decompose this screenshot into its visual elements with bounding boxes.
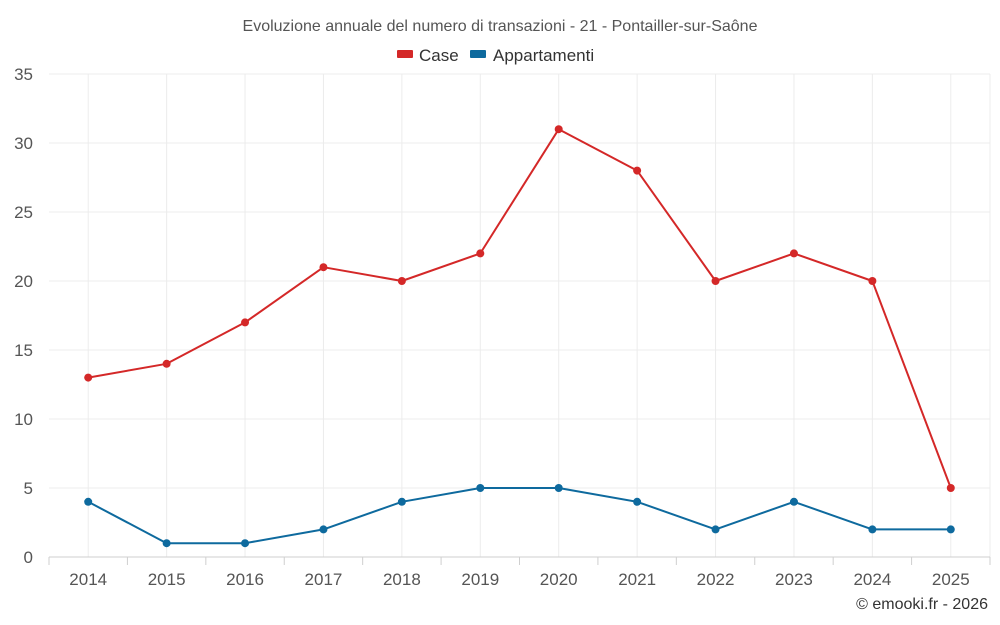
data-point-case[interactable] <box>397 277 406 285</box>
data-point-case[interactable] <box>162 359 171 368</box>
y-tick-label: 25 <box>14 203 33 222</box>
series-line-appartamenti <box>87 487 951 545</box>
data-point-case[interactable] <box>319 263 328 272</box>
data-point-case[interactable] <box>633 166 642 175</box>
legend-label-appartamenti: Appartamenti <box>493 46 594 65</box>
x-tick-label: 2021 <box>618 570 656 589</box>
y-tick-label: 35 <box>14 65 33 84</box>
data-point-case[interactable] <box>711 277 720 285</box>
legend: Case Appartamenti <box>397 46 594 65</box>
data-point-case[interactable] <box>789 249 798 258</box>
legend-swatch-appartamenti <box>470 50 486 58</box>
y-tick-label: 30 <box>14 134 33 153</box>
data-point-appartamenti[interactable] <box>868 525 877 534</box>
data-point-appartamenti[interactable] <box>397 497 406 506</box>
data-point-case[interactable] <box>946 484 955 492</box>
x-tick-label: 2017 <box>305 570 343 589</box>
x-tick-label: 2018 <box>383 570 421 589</box>
series-case <box>84 125 955 492</box>
series-line-case <box>88 128 952 489</box>
credit-text: © emooki.fr - 2026 <box>856 596 988 613</box>
chart-title: Evoluzione annuale del numero di transaz… <box>243 18 758 35</box>
data-point-appartamenti[interactable] <box>241 539 250 548</box>
data-point-appartamenti[interactable] <box>476 484 485 492</box>
data-point-case[interactable] <box>476 249 485 258</box>
x-tick-label: 2024 <box>853 570 891 589</box>
x-tick-label: 2019 <box>461 570 499 589</box>
data-point-appartamenti[interactable] <box>319 525 328 534</box>
x-tick-label: 2025 <box>932 570 970 589</box>
x-tick-label: 2022 <box>697 570 735 589</box>
x-tick-label: 2016 <box>226 570 264 589</box>
data-point-appartamenti[interactable] <box>162 539 171 548</box>
y-tick-label: 10 <box>14 410 33 429</box>
y-tick-label: 0 <box>24 548 33 567</box>
data-point-appartamenti[interactable] <box>84 497 93 506</box>
legend-swatch-case <box>397 50 413 58</box>
data-point-case[interactable] <box>554 125 563 134</box>
data-point-appartamenti[interactable] <box>789 497 798 506</box>
y-axis: 0 5 10 15 20 25 30 35 <box>14 65 33 567</box>
series-appartamenti <box>84 484 955 548</box>
data-point-appartamenti[interactable] <box>554 484 563 492</box>
legend-label-case: Case <box>419 46 459 65</box>
y-tick-label: 15 <box>14 341 33 360</box>
legend-item-case[interactable]: Case <box>397 46 459 65</box>
data-point-appartamenti[interactable] <box>633 497 642 506</box>
legend-item-appartamenti[interactable]: Appartamenti <box>470 46 594 65</box>
y-tick-label: 20 <box>14 272 33 291</box>
grid <box>49 73 991 557</box>
x-tick-label: 2023 <box>775 570 813 589</box>
x-tick-label: 2015 <box>148 570 186 589</box>
y-tick-label: 5 <box>24 479 33 498</box>
data-point-case[interactable] <box>241 318 250 327</box>
data-point-appartamenti[interactable] <box>711 525 720 534</box>
series-group <box>84 125 955 548</box>
x-axis: 2014 2015 2016 2017 2018 2019 2020 2021 2022 2023… <box>48 556 991 589</box>
data-point-appartamenti[interactable] <box>946 525 955 534</box>
data-point-case[interactable] <box>84 373 93 382</box>
x-tick-label: 2014 <box>69 570 107 589</box>
data-point-case[interactable] <box>868 277 877 285</box>
x-tick-label: 2020 <box>540 570 578 589</box>
